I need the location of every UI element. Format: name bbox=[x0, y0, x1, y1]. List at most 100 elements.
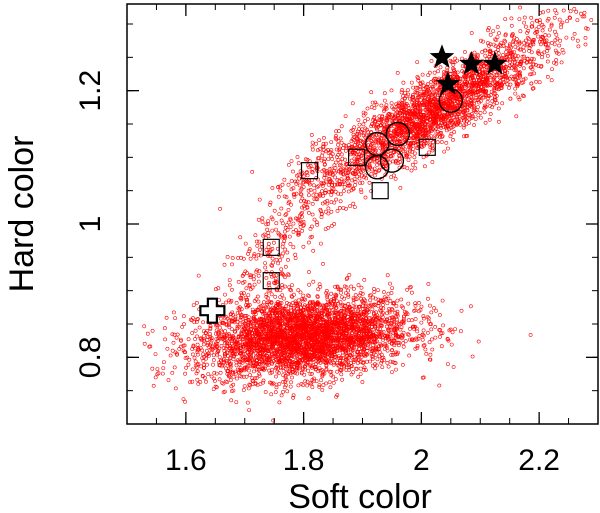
data-point bbox=[334, 305, 339, 310]
data-point bbox=[518, 29, 523, 34]
data-point bbox=[269, 360, 274, 365]
data-point bbox=[289, 362, 294, 367]
data-point bbox=[279, 271, 284, 276]
data-point bbox=[430, 160, 435, 164]
data-point bbox=[319, 349, 324, 353]
data-point bbox=[356, 341, 361, 346]
data-point bbox=[368, 138, 373, 143]
data-point bbox=[384, 296, 389, 301]
data-point bbox=[263, 351, 268, 355]
data-point bbox=[392, 326, 397, 331]
data-point bbox=[384, 345, 389, 350]
data-point bbox=[406, 318, 411, 323]
data-point bbox=[171, 340, 176, 345]
data-point bbox=[201, 352, 206, 357]
data-point bbox=[553, 8, 558, 13]
data-point bbox=[395, 309, 400, 314]
data-point bbox=[366, 343, 371, 348]
data-point bbox=[258, 353, 263, 358]
data-point bbox=[306, 368, 311, 373]
data-point bbox=[521, 66, 526, 71]
data-point bbox=[240, 334, 245, 339]
data-point bbox=[399, 325, 404, 330]
data-point bbox=[282, 330, 286, 335]
data-point bbox=[342, 348, 347, 353]
data-point bbox=[223, 354, 227, 358]
data-point bbox=[333, 136, 338, 140]
data-point bbox=[369, 189, 374, 194]
data-point bbox=[266, 348, 271, 353]
data-point bbox=[376, 315, 381, 320]
data-point bbox=[174, 335, 179, 340]
data-point bbox=[331, 374, 336, 379]
data-point bbox=[229, 398, 234, 403]
data-point bbox=[531, 86, 536, 91]
data-point bbox=[338, 312, 343, 317]
data-point bbox=[271, 418, 276, 423]
data-point bbox=[323, 307, 328, 312]
data-point bbox=[341, 146, 346, 151]
data-point bbox=[284, 356, 289, 361]
data-point bbox=[164, 315, 169, 320]
data-point bbox=[233, 369, 238, 374]
data-point bbox=[492, 86, 497, 90]
data-point bbox=[340, 302, 345, 307]
data-point bbox=[241, 327, 246, 332]
data-point bbox=[306, 396, 311, 401]
data-point bbox=[248, 351, 253, 356]
data-point bbox=[549, 78, 554, 83]
data-point bbox=[274, 317, 278, 322]
data-point bbox=[359, 190, 364, 195]
data-point bbox=[409, 290, 414, 295]
data-point bbox=[331, 360, 336, 365]
data-point bbox=[329, 342, 334, 347]
data-point bbox=[462, 123, 467, 128]
data-point bbox=[396, 350, 400, 355]
data-point bbox=[161, 360, 166, 365]
data-point bbox=[432, 70, 437, 75]
data-point bbox=[307, 310, 312, 315]
data-point bbox=[387, 310, 392, 315]
data-point bbox=[156, 371, 161, 376]
data-point bbox=[238, 344, 243, 349]
data-point bbox=[340, 356, 345, 360]
data-point bbox=[351, 186, 356, 191]
data-point bbox=[409, 80, 414, 85]
data-point bbox=[453, 327, 458, 332]
data-point bbox=[313, 345, 318, 350]
data-point bbox=[389, 325, 394, 330]
data-point bbox=[284, 371, 289, 376]
data-point bbox=[317, 282, 322, 287]
data-point bbox=[391, 300, 396, 305]
data-point bbox=[391, 317, 396, 322]
data-point bbox=[440, 134, 444, 139]
data-point bbox=[315, 294, 320, 299]
data-point bbox=[370, 100, 375, 105]
data-point bbox=[335, 369, 340, 374]
data-point bbox=[379, 324, 384, 329]
data-point bbox=[247, 382, 252, 387]
data-point bbox=[352, 342, 357, 347]
data-point bbox=[238, 351, 243, 356]
data-point bbox=[367, 180, 372, 185]
data-point bbox=[401, 317, 406, 322]
data-point bbox=[429, 59, 434, 63]
data-point bbox=[177, 346, 182, 351]
data-point bbox=[301, 319, 306, 324]
data-point bbox=[488, 32, 493, 37]
data-point bbox=[560, 20, 565, 25]
data-point bbox=[253, 351, 258, 356]
data-point bbox=[363, 304, 368, 309]
data-point bbox=[363, 119, 368, 123]
data-point bbox=[235, 376, 239, 381]
data-point bbox=[373, 366, 378, 371]
data-point bbox=[278, 338, 283, 343]
data-point bbox=[341, 326, 346, 331]
data-point bbox=[366, 334, 371, 339]
data-point bbox=[295, 312, 300, 317]
data-point bbox=[274, 365, 279, 370]
data-point bbox=[380, 303, 385, 307]
data-point bbox=[325, 328, 330, 333]
data-point bbox=[271, 327, 276, 332]
data-point bbox=[360, 300, 365, 305]
